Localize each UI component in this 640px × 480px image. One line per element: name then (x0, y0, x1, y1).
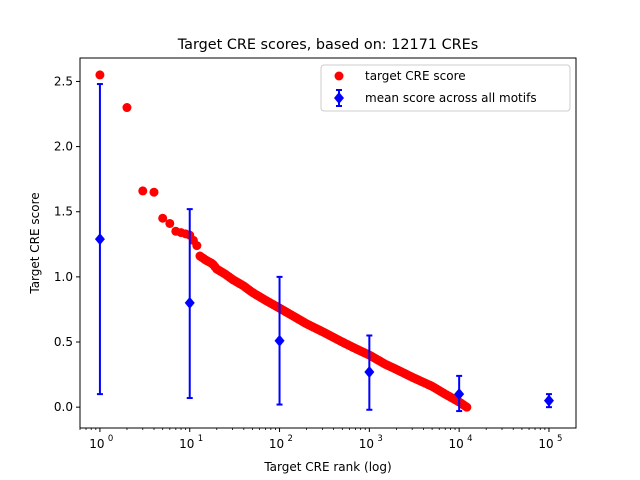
legend-marker-circle (334, 71, 344, 81)
mean-marker (184, 296, 195, 309)
axes: 10 0 10 1 10 2 10 3 10 4 10 50.00.51.01.52.02.5 (54, 57, 577, 451)
data-point (158, 213, 168, 223)
y-tick-label: 2.5 (54, 74, 73, 88)
y-tick-label: 0.0 (54, 400, 73, 414)
x-tick-exponent: 0 (108, 434, 113, 444)
data-point (149, 187, 159, 197)
axes-frame (79, 57, 577, 429)
mean-marker (364, 365, 375, 378)
mean-marker (543, 394, 554, 407)
x-tick-label: 10 (359, 437, 374, 451)
y-axis-label: Target CRE score (28, 192, 42, 294)
legend-label: target CRE score (365, 69, 466, 83)
mean-marker (454, 388, 465, 401)
data-point (165, 218, 175, 228)
x-tick-label: 10 (89, 437, 104, 451)
legend-box (320, 64, 571, 112)
x-tick-label: 10 (449, 437, 464, 451)
x-tick-exponent: 4 (467, 434, 472, 444)
legend-marker-diamond (334, 92, 344, 104)
x-tick-exponent: 2 (288, 434, 293, 444)
mean-marker (274, 334, 285, 347)
legend: target CRE score mean score across all mo… (320, 64, 571, 112)
x-tick-label: 10 (269, 437, 284, 451)
chart-title: Target CRE scores, based on: 12171 CREs (177, 37, 478, 53)
data-point (138, 186, 148, 196)
y-tick-label: 1.0 (54, 270, 73, 284)
x-tick-label: 10 (538, 437, 553, 451)
x-tick-label: 10 (179, 437, 194, 451)
x-tick-exponent: 1 (198, 434, 203, 444)
x-tick-exponent: 3 (377, 434, 382, 444)
x-tick-exponent: 5 (557, 434, 562, 444)
mean-marker (94, 233, 105, 246)
y-tick-label: 1.5 (54, 205, 73, 219)
y-tick-label: 0.5 (54, 335, 73, 349)
x-axis-label: Target CRE rank (log) (263, 460, 391, 474)
data-point (462, 402, 472, 412)
y-tick-label: 2.0 (54, 140, 73, 154)
data-point (95, 70, 105, 80)
plot-area (94, 70, 554, 413)
legend-label: mean score across all motifs (365, 91, 537, 105)
data-point (192, 241, 202, 251)
data-point (122, 103, 132, 113)
